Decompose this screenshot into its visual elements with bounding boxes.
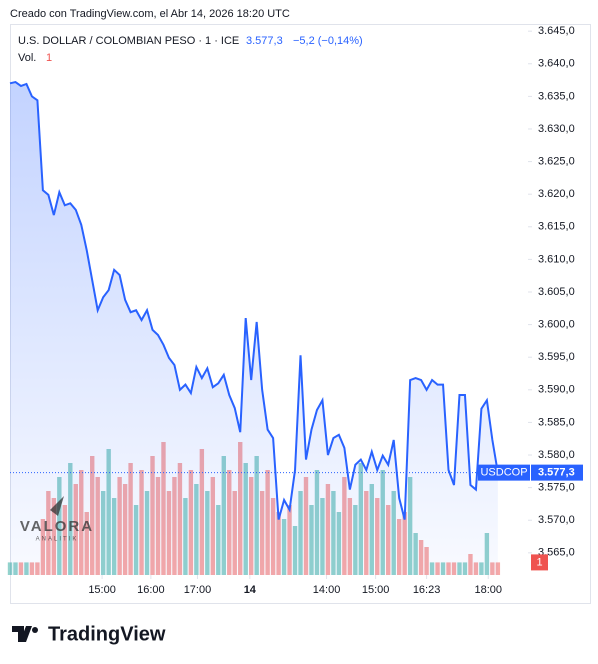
volume-tag-bg: [531, 554, 548, 571]
x-tick-label: 15:00: [88, 584, 116, 596]
y-tick-label: 3.575,0: [538, 482, 575, 494]
watermark: VALORA ANALITIK: [20, 496, 94, 543]
y-tick-label: 3.640,0: [538, 58, 575, 70]
footer-brand: TradingView: [48, 623, 166, 645]
change: −5,2 (−0,14%): [293, 35, 363, 47]
volume-tag: 1: [536, 556, 542, 568]
created-note: Creado con TradingView.com, el Abr 14, 2…: [10, 8, 290, 20]
x-tick-label: 14: [244, 584, 257, 596]
last-price: 3.577,3: [246, 35, 283, 47]
last-price-tag: 3.577,3: [538, 467, 575, 479]
y-tick-label: 3.645,0: [538, 25, 575, 37]
x-tick-label: 17:00: [184, 584, 212, 596]
last-price-bg: [531, 464, 583, 481]
series-tag-bg: [478, 464, 530, 481]
chart-title: U.S. DOLLAR / COLOMBIAN PESO · 1 · ICE: [18, 35, 239, 47]
y-tick-label: 3.635,0: [538, 90, 575, 102]
x-tick-label: 16:00: [137, 584, 165, 596]
y-tick-label: 3.620,0: [538, 188, 575, 200]
watermark-subtitle: ANALITIK: [36, 537, 79, 543]
y-tick-label: 3.570,0: [538, 514, 575, 526]
x-tick-label: 18:00: [474, 584, 502, 596]
y-tick-label: 3.590,0: [538, 384, 575, 396]
y-tick-label: 3.615,0: [538, 221, 575, 233]
y-tick-label: 3.610,0: [538, 253, 575, 265]
plot: [7, 80, 528, 576]
footer-logo: TradingView: [12, 623, 166, 645]
y-tick-label: 3.630,0: [538, 123, 575, 135]
x-tick-label: 14:00: [313, 584, 341, 596]
x-tick-label: 16:23: [413, 584, 441, 596]
y-tick-label: 3.625,0: [538, 155, 575, 167]
volume-bar: [495, 562, 501, 575]
y-tick-label: 3.600,0: [538, 319, 575, 331]
logo-dot: [32, 627, 38, 633]
area: [10, 82, 498, 576]
y-tick-label: 3.580,0: [538, 449, 575, 461]
x-tick-label: 15:00: [362, 584, 390, 596]
series-tag: USDCOP: [480, 467, 527, 479]
logo-mark: [12, 626, 32, 642]
y-tick-label: 3.605,0: [538, 286, 575, 298]
y-tick-label: 3.585,0: [538, 416, 575, 428]
y-tick-label: 3.595,0: [538, 351, 575, 363]
volume-value: 1: [46, 52, 52, 64]
price-line: [9, 80, 499, 520]
watermark-icon: [50, 496, 64, 516]
watermark-title: VALORA: [20, 518, 94, 535]
volume-title: Vol.: [18, 52, 36, 64]
